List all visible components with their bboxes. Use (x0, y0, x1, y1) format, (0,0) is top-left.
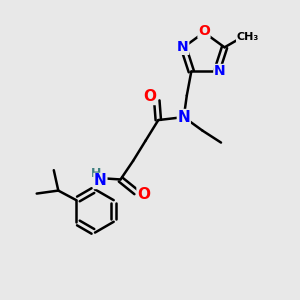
Text: N: N (177, 110, 190, 124)
Text: N: N (94, 173, 107, 188)
Text: H: H (91, 167, 102, 180)
Text: O: O (198, 24, 210, 38)
Text: N: N (214, 64, 226, 79)
Text: N: N (177, 40, 189, 54)
Text: CH₃: CH₃ (236, 32, 259, 41)
Text: O: O (144, 89, 157, 104)
Text: O: O (137, 187, 150, 202)
